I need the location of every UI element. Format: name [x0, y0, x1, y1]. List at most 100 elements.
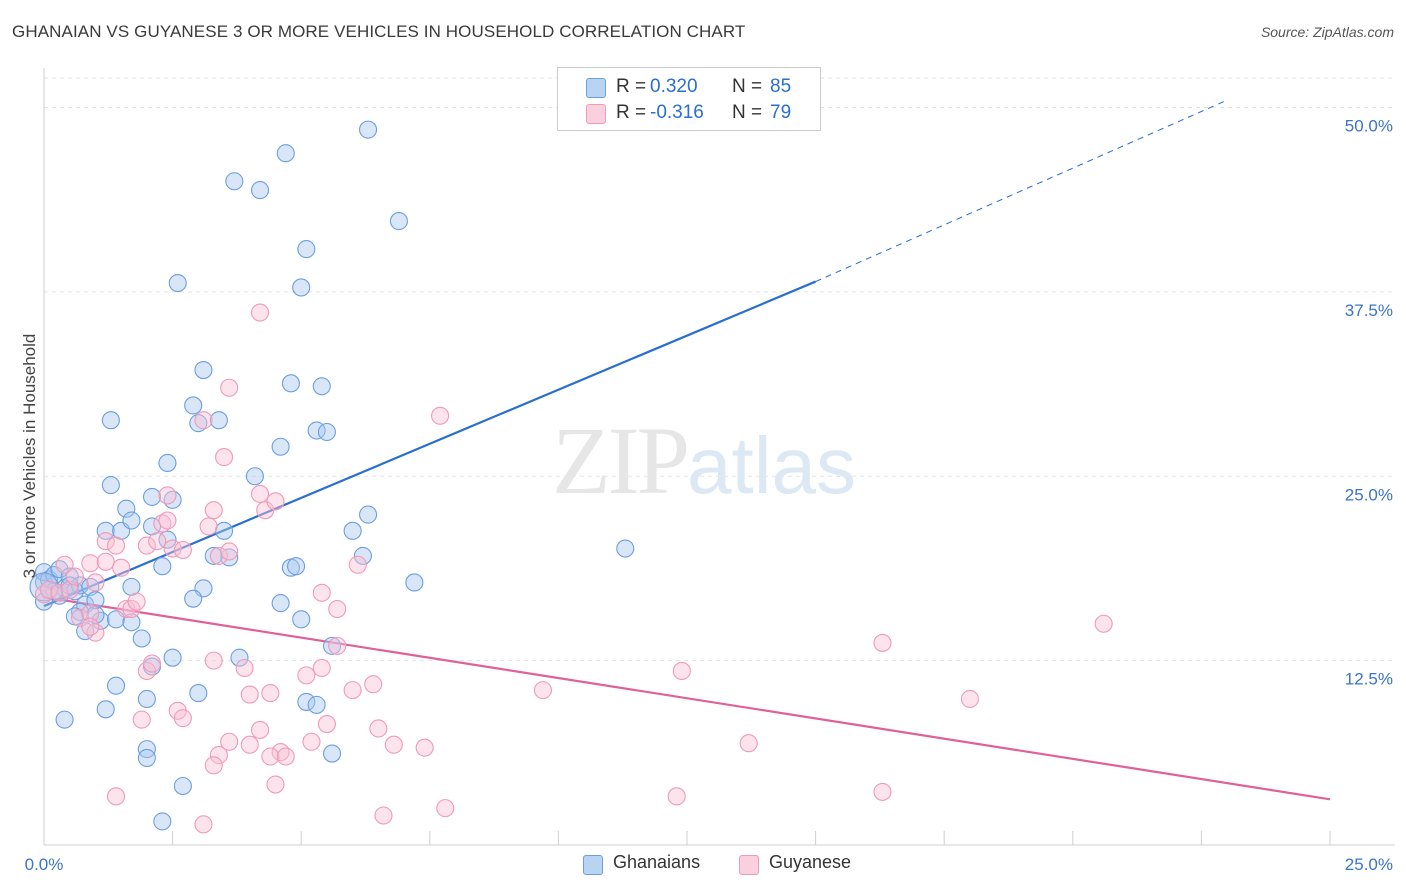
ghanaian-point [292, 610, 311, 629]
guyanese-point [302, 732, 321, 751]
ghanaian-point [276, 144, 295, 163]
guyanese-point [81, 617, 100, 636]
guyanese-point [220, 542, 239, 561]
x-tick-label: 0.0% [25, 855, 64, 874]
legend-row-guyanese: R = -0.316 N = 79 [558, 100, 820, 126]
guyanese-point [199, 517, 218, 536]
ghanaian-point [214, 521, 234, 540]
ghanaian-point [353, 546, 372, 565]
guyanese-point [240, 735, 259, 754]
guyanese-trend-line [43, 596, 1331, 801]
ghanaian-point [359, 505, 378, 524]
guyanese-point [209, 745, 228, 765]
guyanese-point [328, 636, 347, 655]
ghanaian-point [389, 212, 408, 231]
guyanese-point [158, 511, 177, 530]
guyanese-point [343, 681, 362, 700]
guyanese-point [266, 492, 285, 511]
ghanaian-point [245, 467, 264, 486]
guyanese-point [431, 406, 450, 425]
legend-label-ghanaians: Ghanaians [613, 852, 701, 872]
guyanese-point [55, 555, 74, 574]
ghanaian-point [106, 676, 126, 695]
guyanese-point [312, 583, 331, 602]
ghanaian-point [142, 487, 162, 506]
guyanese-point [194, 815, 213, 834]
ghanaian-point [287, 557, 306, 576]
guyanese-point [667, 787, 686, 806]
ghanaian-point [616, 539, 635, 558]
ghanaian-point [271, 594, 290, 613]
guyanese-point [240, 685, 259, 704]
guyanese-point [106, 787, 126, 806]
guyanese-point [209, 546, 228, 565]
guyanese-point [1094, 614, 1113, 633]
guyanese-point [81, 604, 100, 623]
guyanese-point [204, 756, 223, 775]
ghanaian-trend-line [43, 280, 817, 608]
ghanaian-point [281, 374, 300, 393]
ghanaian-point [153, 812, 172, 831]
guyanese-point [873, 782, 892, 801]
n-label: N = [732, 102, 763, 123]
y-tick-label: 12.5% [1345, 670, 1393, 689]
ghanaian-swatch [583, 855, 603, 875]
guyanese-point [173, 709, 192, 728]
ghanaian-point [86, 591, 105, 610]
guyanese-point [158, 486, 177, 505]
guyanese-swatch [739, 855, 759, 875]
n-label: N = [732, 76, 763, 97]
stats-legend: R = 0.320 N = 85 R = -0.316 N = 79 [557, 67, 821, 131]
ghanaian-point [297, 240, 316, 259]
ghanaian-point [292, 278, 311, 297]
ghanaian-point [101, 411, 120, 430]
guyanese-point [348, 555, 367, 574]
guyanese-point [415, 738, 434, 757]
legend-label-guyanese: Guyanese [769, 852, 852, 872]
ghanaian-point [297, 692, 316, 711]
ghanaian-point [184, 589, 203, 608]
chart-title: GHANAIAN VS GUYANESE 3 OR MORE VEHICLES … [12, 22, 746, 41]
guyanese-point [297, 666, 316, 685]
tick-labels: 12.5% 25.0% 37.5% 50.0% 0.0% 25.0% [25, 117, 1393, 875]
guyanese-point [86, 623, 105, 642]
guyanese-point [50, 583, 69, 602]
y-tick-label: 50.0% [1345, 117, 1393, 136]
guyanese-point [132, 710, 151, 729]
ghanaian-point [323, 636, 342, 655]
ghanaian-swatch [586, 78, 606, 98]
ghanaian-point [122, 511, 141, 530]
guyanese-point [328, 599, 347, 619]
guyanese-point [312, 658, 331, 678]
ghanaian-point [189, 414, 208, 433]
ghanaian-point [158, 453, 177, 473]
guyanese-point [384, 735, 403, 754]
guyanese-r-value: -0.316 [650, 102, 704, 123]
guyanese-point [40, 580, 59, 599]
ghanaian-point [209, 411, 228, 430]
r-label: R = [616, 76, 647, 97]
ghanaian-point [189, 684, 208, 703]
ghanaian-point [60, 576, 79, 595]
ghanaian-point [323, 744, 342, 763]
ghanaian-point [405, 573, 424, 592]
guyanese-point [276, 747, 295, 766]
ghanaian-point [225, 172, 244, 191]
ghanaian-point [137, 748, 156, 768]
ghanaian-point [163, 648, 182, 667]
ghanaian-point [101, 476, 120, 495]
y-tick-label: 37.5% [1345, 301, 1393, 320]
axes [43, 68, 1395, 846]
guyanese-point [220, 378, 239, 397]
ghanaian-point [122, 613, 141, 632]
guyanese-point [235, 658, 254, 678]
guyanese-point [364, 675, 383, 694]
guyanese-point [148, 532, 167, 551]
ghanaian-point [359, 120, 378, 139]
ghanaian-trend-extension [815, 99, 1228, 283]
ghanaian-point [173, 776, 192, 796]
ghanaian-point [312, 377, 331, 396]
legend-row-ghanaian: R = 0.320 N = 85 [558, 74, 820, 100]
guyanese-point [204, 651, 223, 670]
